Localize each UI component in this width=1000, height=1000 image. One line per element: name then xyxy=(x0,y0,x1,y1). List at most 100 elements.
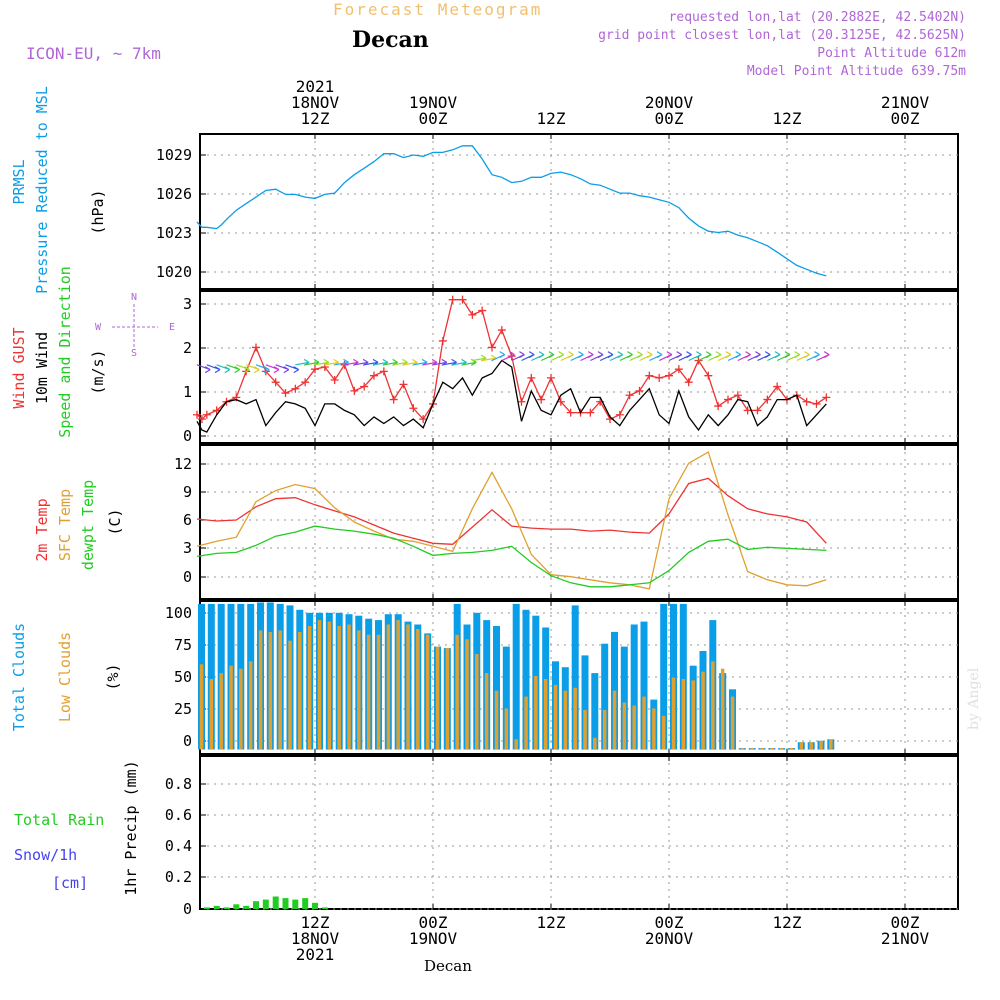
wind-arrow-head xyxy=(362,358,369,366)
wind-arrow-head xyxy=(333,358,339,366)
wind-arrow-head xyxy=(804,351,810,359)
clouds-bar xyxy=(573,687,577,750)
wind-arrow-head xyxy=(794,351,801,359)
gust-marker xyxy=(252,343,260,352)
clouds-bar xyxy=(258,630,263,750)
clouds-bar xyxy=(581,655,589,750)
clouds-bar xyxy=(679,603,687,750)
gust-marker xyxy=(370,371,378,380)
clouds-bar xyxy=(268,631,273,750)
temperature-series-sfc-temp xyxy=(196,451,827,590)
precip-ytick-label: 0.2 xyxy=(165,868,192,886)
wind-arrow-head xyxy=(470,358,477,366)
clouds-bar xyxy=(571,605,579,750)
gust-marker xyxy=(197,415,206,424)
wind-arrow-head xyxy=(204,366,211,374)
bottom-time-label: 00Z xyxy=(655,913,684,932)
gust-marker xyxy=(527,373,536,382)
clouds-bar xyxy=(209,679,214,750)
bottom-time-label: 20NOV xyxy=(645,929,694,948)
clouds-bar xyxy=(819,740,823,750)
gust-marker xyxy=(202,410,211,419)
clouds-bar xyxy=(465,639,469,750)
wind-arrow-head xyxy=(814,351,820,359)
wind-arrow-head xyxy=(224,366,231,374)
clouds-bar xyxy=(711,661,715,750)
wind-arrow-head xyxy=(774,351,781,359)
pressure-label-long: Pressure Reduced to MSL xyxy=(33,86,51,294)
wind-arrow xyxy=(432,361,447,366)
wind-arrow-head xyxy=(705,351,712,359)
gust-marker xyxy=(409,404,418,413)
pressure-ytick-label: 1026 xyxy=(156,185,192,203)
precip-bar xyxy=(262,899,269,909)
pressure-frame xyxy=(199,133,959,290)
clouds-bar xyxy=(640,621,648,750)
bottom-time-label: 12Z xyxy=(301,913,330,932)
compass-n: N xyxy=(131,292,137,303)
wind-arrow-head xyxy=(283,366,290,374)
wind-arrow xyxy=(423,361,438,366)
wind-arrow-head xyxy=(656,351,663,359)
precip-ytick-label: 0.6 xyxy=(165,806,192,824)
compass-w: W xyxy=(95,322,102,333)
gust-marker xyxy=(379,367,388,376)
temp-2m-label: 2m Temp xyxy=(33,498,51,561)
wind-arrow-head xyxy=(823,351,830,359)
clouds-bar xyxy=(229,665,233,750)
clouds-bar xyxy=(307,626,312,750)
wind-arrow-head xyxy=(323,358,330,366)
precip-bar xyxy=(203,907,210,909)
clouds-bar xyxy=(278,630,282,750)
gust-marker xyxy=(704,371,713,380)
clouds-bar xyxy=(207,603,215,750)
clouds-bar xyxy=(563,690,568,750)
clouds-bar xyxy=(553,684,558,750)
wind-arrow xyxy=(364,361,379,366)
gust-marker xyxy=(350,386,359,395)
precip-bar xyxy=(243,905,250,909)
model-label: ICON-EU, ~ 7km xyxy=(26,44,161,63)
wind-ytick-label: 1 xyxy=(183,383,192,401)
gust-marker xyxy=(763,395,772,404)
chart-title: Forecast Meteogram xyxy=(333,0,543,19)
wind-arrow-head xyxy=(293,366,300,374)
bottom-time-label: 12Z xyxy=(537,913,566,932)
clouds-bar xyxy=(543,679,548,750)
gust-marker xyxy=(645,371,654,380)
wind-arrow-head xyxy=(451,358,457,366)
clouds-bar xyxy=(789,748,794,750)
wind-dir-label: Speed and Direction xyxy=(56,266,74,438)
precip-ytick-label: 0.8 xyxy=(165,775,192,793)
gust-marker xyxy=(655,373,664,382)
temp-dewpt-label: dewpt Temp xyxy=(79,480,97,570)
gridpoint-coords: grid point closest lon,lat (20.3125E, 42… xyxy=(598,28,966,43)
clouds-bar xyxy=(522,609,530,750)
top-time-label: 00Z xyxy=(655,109,684,128)
clouds-bar xyxy=(199,664,204,750)
clouds-bar xyxy=(779,748,784,750)
clouds-bar xyxy=(484,673,489,750)
wind-arrow xyxy=(452,361,467,366)
clouds-bar xyxy=(740,748,745,750)
wind-arrow-head xyxy=(764,351,771,359)
pressure-series-line xyxy=(196,145,827,277)
wind-arrow-head xyxy=(627,351,633,359)
clouds-bar xyxy=(642,696,646,750)
wind-arrow-head xyxy=(480,354,487,362)
wind-arrow-head xyxy=(686,351,692,359)
wind-arrow-head xyxy=(538,351,545,359)
wind-arrow xyxy=(472,357,487,362)
clouds-bar xyxy=(288,640,292,750)
watermark: by Angel xyxy=(966,667,982,730)
wind-arrow-head xyxy=(461,358,467,366)
top-time-label: 12Z xyxy=(537,109,566,128)
wind-arrow-head xyxy=(313,358,320,366)
wind-arrow-head xyxy=(441,358,448,366)
wind-frame xyxy=(199,290,959,444)
gust-marker xyxy=(566,408,575,417)
clouds-bar xyxy=(494,690,499,750)
gust-marker xyxy=(684,378,693,387)
gust-marker xyxy=(724,395,732,404)
